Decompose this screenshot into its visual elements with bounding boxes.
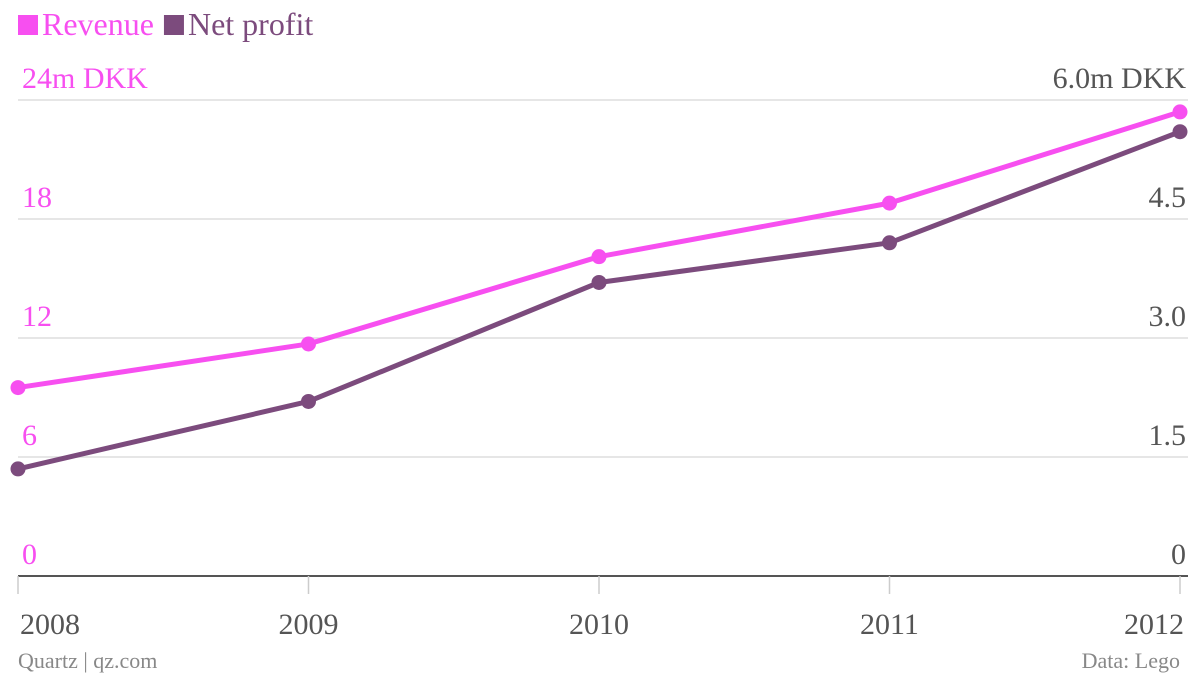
data-point-net-profit [301, 393, 316, 409]
y-right-tick-label: 0 [1171, 538, 1186, 571]
data-point-revenue [301, 336, 316, 352]
series [10, 104, 1188, 477]
data-source: Data: Lego [1082, 648, 1180, 673]
y-left-tick-label: 24m DKK [22, 62, 148, 95]
legend-swatch-revenue [18, 15, 38, 35]
x-axis: 2008 2009 2010 2011 2012 [17, 576, 1184, 641]
series-line-net-profit [15, 129, 1183, 472]
data-point-revenue [591, 249, 607, 265]
data-point-revenue [10, 380, 26, 396]
y-right-tick-label: 4.5 [1149, 181, 1187, 214]
y-right-tick-label: 1.5 [1149, 419, 1187, 452]
y-right-tick-label: 3.0 [1149, 300, 1187, 333]
legend-label-net-profit: Net profit [188, 6, 313, 42]
legend-label-revenue: Revenue [42, 6, 154, 42]
data-point-net-profit [1172, 124, 1188, 140]
y-right-tick-label: 6.0m DKK [1053, 62, 1187, 95]
x-tick-label: 2012 [1124, 608, 1184, 641]
legend-swatch-net-profit [163, 15, 184, 35]
y-axis-right: 0 1.5 3.0 4.5 6.0m DKK [1053, 62, 1187, 571]
data-point-net-profit [882, 235, 897, 251]
source-credit: Quartz | qz.com [18, 648, 157, 673]
y-left-tick-label: 0 [22, 538, 37, 571]
x-tick-label: 2008 [20, 608, 80, 641]
data-point-net-profit [10, 461, 26, 477]
gridlines [18, 99, 1188, 577]
y-left-tick-label: 18 [22, 181, 52, 214]
y-left-tick-label: 12 [22, 300, 52, 333]
x-tick-label: 2011 [860, 608, 919, 641]
data-point-revenue [882, 195, 897, 211]
legend: Revenue Net profit [18, 6, 313, 42]
series-net-profit [10, 124, 1188, 477]
x-tick-label: 2010 [569, 608, 629, 641]
series-revenue [10, 104, 1188, 396]
y-axis-left: 0 6 12 18 24m DKK [22, 62, 148, 571]
data-point-revenue [1172, 104, 1188, 120]
footer: Quartz | qz.com Data: Lego [18, 648, 1180, 673]
x-tick-label: 2009 [279, 608, 339, 641]
y-left-tick-label: 6 [22, 419, 37, 452]
data-point-net-profit [591, 274, 607, 290]
